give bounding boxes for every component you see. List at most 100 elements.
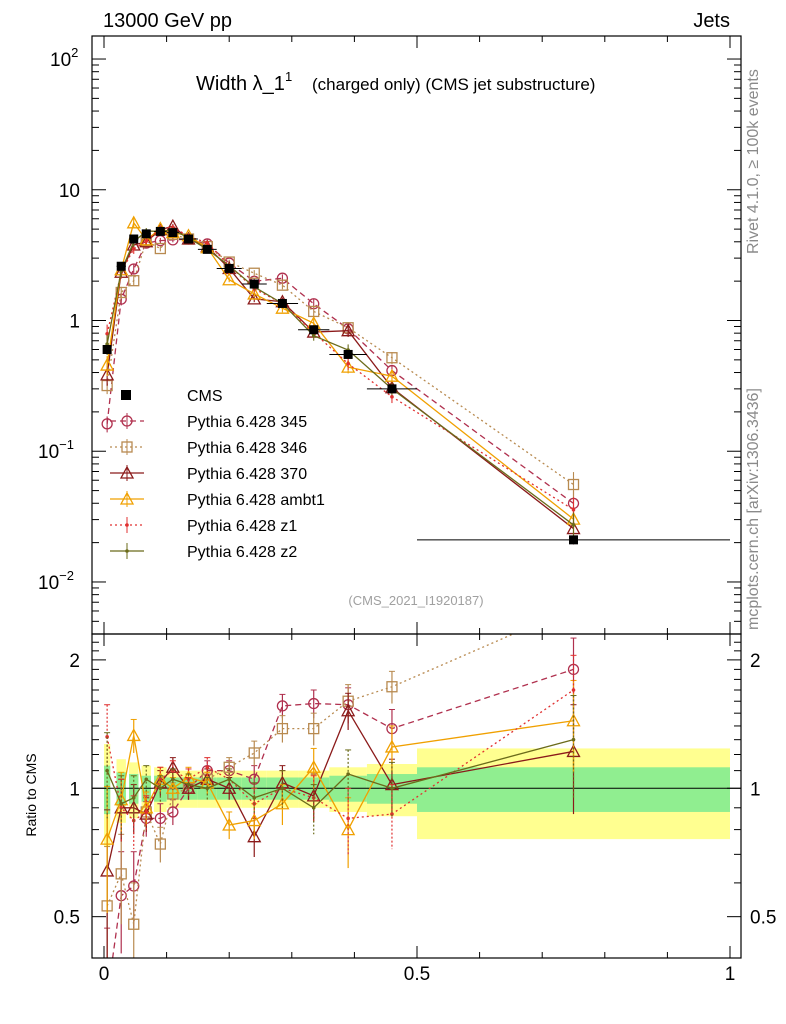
legend-label: Pythia 6.428 z2 (187, 544, 297, 561)
cms-point (569, 535, 578, 545)
series-3-ratio-point (100, 831, 115, 845)
series-3-main-point (222, 272, 237, 286)
series-4-ratio-point (158, 777, 163, 782)
legend-entry: Pythia 6.428 370 (110, 465, 307, 483)
series-1-main-point (567, 478, 580, 491)
legend-entry: Pythia 6.428 ambt1 (110, 491, 325, 509)
series-5-ratio-point (131, 795, 136, 800)
header-left: 13000 GeV pp (103, 10, 232, 32)
series-1-main-line (106, 233, 574, 486)
series-1-main-point (154, 242, 166, 255)
cms-point (184, 234, 194, 244)
series-3-ratio-point (165, 780, 180, 794)
series-3-ratio-point (384, 739, 400, 753)
series-5-ratio-point (252, 795, 257, 800)
series-1-ratio-point (386, 681, 398, 693)
series-3-ratio-point (126, 728, 141, 742)
series-3-ratio-point (306, 759, 321, 773)
y-tick-label-main: 102 (50, 45, 78, 71)
cms-point (102, 345, 112, 355)
series-2-main-line (106, 225, 574, 530)
series-2-ratio-point (222, 780, 237, 794)
series-0-main-point (101, 418, 113, 430)
series-3-main-point (384, 368, 400, 382)
series-1-ratio-point (223, 761, 235, 773)
series-5-ratio-point (227, 777, 231, 782)
title-superscript: 1 (285, 69, 292, 84)
header-right: Jets (693, 10, 730, 32)
series-5-ratio-point (186, 782, 191, 787)
series-1-ratio-point (308, 722, 320, 735)
y-tick-label-main: 10−1 (38, 437, 74, 463)
x-tick-label: 0.5 (404, 964, 430, 985)
series-5-ratio-point (311, 805, 316, 810)
legend-label: Pythia 6.428 345 (187, 414, 307, 431)
series-1-ratio-point (115, 868, 127, 880)
y-tick-label-ratio: 1 (69, 779, 80, 800)
series-1-main-point (128, 275, 140, 287)
series-3-ratio-point (247, 813, 262, 827)
cms-point (309, 325, 319, 335)
y-tick-label-main: 10−2 (38, 568, 74, 594)
series-4-ratio-point (571, 688, 576, 692)
legend-label: CMS (187, 388, 223, 405)
legend-marker (119, 465, 135, 479)
series-2-main-point (139, 234, 154, 248)
cms-point (202, 244, 212, 254)
series-4-main-point (171, 225, 175, 230)
legend: CMS Pythia 6.428 345 Pythia 6.428 346 Pythi… (110, 388, 325, 561)
series-4-main-point (105, 331, 109, 336)
series-3-main-point (247, 286, 262, 300)
series-3-ratio-point (222, 817, 237, 831)
cms-point (224, 263, 234, 273)
series-5-main-point (311, 333, 316, 338)
series-5-ratio-point (346, 772, 350, 776)
series-lines (100, 215, 581, 1003)
series-1-ratio-point (276, 722, 289, 735)
ratio-ylabel: Ratio to CMS (23, 753, 39, 836)
legend-entry: CMS (121, 388, 223, 405)
cms-point (168, 228, 178, 238)
y-tick-label-ratio: 2 (69, 651, 80, 672)
x-tick-label: 0 (99, 964, 110, 985)
series-1-main-point (386, 352, 398, 364)
series-0-ratio-point (276, 700, 289, 712)
series-2-ratio-point (341, 703, 356, 717)
series-5-main-line (106, 229, 574, 526)
series-2-ratio-point (181, 780, 196, 794)
series-2-main-point (341, 323, 356, 337)
series-5-ratio-point (119, 801, 124, 806)
legend-entry: Pythia 6.428 346 (110, 439, 307, 457)
series-3-ratio-point (566, 713, 581, 727)
legend-entry: Pythia 6.428 z2 (110, 543, 297, 561)
legend-marker-cms (121, 390, 131, 400)
series-1-ratio-line (106, 634, 515, 925)
series-3-main-point (341, 359, 356, 373)
series-5-main-point (105, 342, 109, 346)
series-5-ratio-point (571, 737, 576, 742)
series-0-ratio-point (167, 806, 179, 818)
series-4-main-point (205, 241, 210, 245)
series-3-main-point (139, 232, 154, 246)
y-tick-label-ratio: 0.5 (54, 908, 80, 929)
series-0-ratio-point (102, 993, 112, 1003)
chart-title: Width λ_11 (196, 69, 292, 95)
legend-entry: Pythia 6.428 345 (110, 413, 307, 431)
series-4-ratio-point (390, 812, 394, 816)
series-5-ratio-point (105, 768, 109, 773)
series-3-main-point (126, 215, 141, 229)
cms-point (155, 226, 165, 236)
series-2-main-point (100, 367, 115, 381)
mcplots-label: mcplots.cern.ch [arXiv:1306.3436] (745, 388, 762, 630)
series-4-main-point (131, 247, 136, 251)
cms-point (387, 384, 397, 394)
cms-point (277, 298, 287, 308)
ratio-series-group (100, 634, 581, 1003)
series-5-ratio-point (390, 786, 394, 791)
y-tick-label-ratio-right: 1 (750, 779, 761, 800)
y-tick-label-ratio-right: 2 (750, 651, 761, 672)
series-4-main-point (571, 507, 576, 512)
cms-point (116, 261, 126, 271)
axis-ticks: 0 0.5 1 10−2 10−1 1 10 102 0.5 0.5 1 1 2 2 (38, 36, 776, 985)
